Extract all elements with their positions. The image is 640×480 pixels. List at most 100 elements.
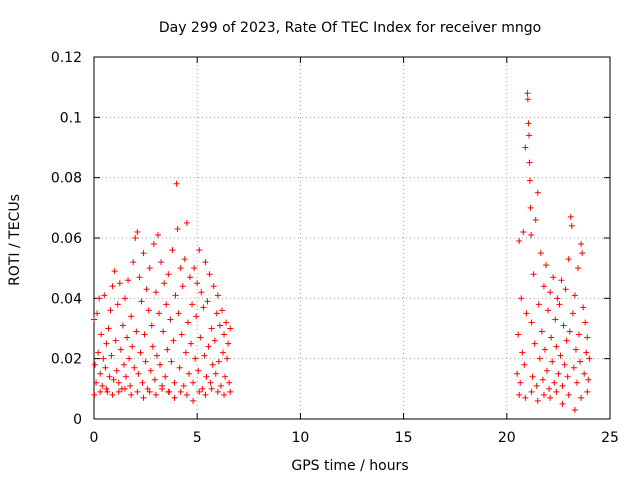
data-point xyxy=(579,250,586,257)
data-point xyxy=(581,370,588,377)
x-tick-label: 25 xyxy=(601,430,619,446)
y-tick-label: 0.06 xyxy=(51,231,82,247)
data-point xyxy=(526,159,533,166)
data-point xyxy=(528,388,535,395)
data-point xyxy=(578,394,585,401)
x-tick-label: 20 xyxy=(498,430,516,446)
data-point xyxy=(103,385,110,392)
data-points xyxy=(91,90,593,413)
data-point xyxy=(115,379,122,386)
data-point xyxy=(162,373,169,380)
data-point xyxy=(121,385,128,392)
data-point xyxy=(584,334,591,341)
data-point xyxy=(571,292,578,299)
data-point xyxy=(205,343,212,350)
data-point xyxy=(523,310,530,317)
data-point xyxy=(178,331,185,338)
data-point xyxy=(119,322,126,329)
data-point xyxy=(554,295,561,302)
data-point xyxy=(545,307,552,314)
data-point xyxy=(140,394,147,401)
data-point xyxy=(223,319,230,326)
data-point xyxy=(108,352,115,359)
plot-frame xyxy=(93,56,611,420)
data-point xyxy=(582,319,589,326)
data-point xyxy=(112,337,119,344)
data-point xyxy=(201,352,208,359)
data-point xyxy=(540,391,547,398)
y-tick-label: 0.04 xyxy=(51,291,82,307)
data-point xyxy=(101,292,108,299)
x-tick-label: 15 xyxy=(395,430,413,446)
y-axis-label: ROTI / TECUs xyxy=(7,194,23,286)
data-point xyxy=(164,346,171,353)
data-point xyxy=(97,370,104,377)
y-tick-label: 0 xyxy=(73,412,82,428)
data-point xyxy=(518,295,525,302)
data-point xyxy=(544,367,551,374)
data-point xyxy=(139,379,146,386)
data-point xyxy=(547,394,554,401)
x-tick-label: 5 xyxy=(193,430,202,446)
data-point xyxy=(107,307,114,314)
data-point xyxy=(520,228,527,235)
data-point xyxy=(177,265,184,272)
data-point xyxy=(202,391,209,398)
data-point xyxy=(530,271,537,278)
data-point xyxy=(565,391,572,398)
data-point xyxy=(516,391,523,398)
data-point xyxy=(557,352,564,359)
data-point xyxy=(577,358,584,365)
data-point xyxy=(146,388,153,395)
data-point xyxy=(147,367,154,374)
data-point xyxy=(185,370,192,377)
data-point xyxy=(150,241,157,248)
data-point xyxy=(531,340,538,347)
data-point xyxy=(515,331,522,338)
data-point xyxy=(152,289,159,296)
data-point xyxy=(586,355,593,362)
data-point xyxy=(184,319,191,326)
data-point xyxy=(208,385,215,392)
data-point xyxy=(213,310,220,317)
data-point xyxy=(540,283,547,290)
data-point xyxy=(567,213,574,220)
x-axis-label: GPS time / hours xyxy=(291,458,408,474)
data-point xyxy=(171,394,178,401)
data-point xyxy=(551,379,558,386)
data-point xyxy=(539,376,546,383)
data-point xyxy=(165,388,172,395)
data-point xyxy=(529,373,536,380)
x-tick-label: 10 xyxy=(291,430,309,446)
data-point xyxy=(145,307,152,314)
data-point xyxy=(130,259,137,266)
data-point xyxy=(91,391,98,398)
data-point xyxy=(546,385,553,392)
data-point xyxy=(514,370,521,377)
data-point xyxy=(120,361,127,368)
data-point xyxy=(191,265,198,272)
data-point xyxy=(199,385,206,392)
data-point xyxy=(227,388,234,395)
data-point xyxy=(109,391,116,398)
data-point xyxy=(525,120,532,127)
data-point xyxy=(559,382,566,389)
data-point xyxy=(227,325,234,332)
data-point xyxy=(209,361,216,368)
y-tick-label: 0.12 xyxy=(51,50,82,66)
grid-lines xyxy=(94,57,610,419)
data-point xyxy=(117,346,124,353)
data-point xyxy=(537,250,544,257)
data-point xyxy=(113,367,120,374)
data-point xyxy=(127,382,134,389)
chart-title: Day 299 of 2023, Rate Of TEC Index for r… xyxy=(159,20,541,36)
data-point xyxy=(226,379,233,386)
data-point xyxy=(109,283,116,290)
data-point xyxy=(172,292,179,299)
data-point xyxy=(197,334,204,341)
data-point xyxy=(203,373,210,380)
data-point xyxy=(190,397,197,404)
y-tick-label: 0.1 xyxy=(60,110,82,126)
